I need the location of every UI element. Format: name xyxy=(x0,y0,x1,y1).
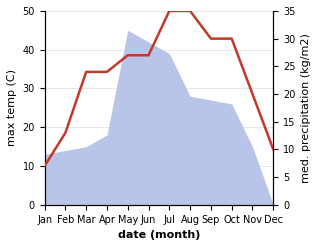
X-axis label: date (month): date (month) xyxy=(118,230,200,240)
Y-axis label: max temp (C): max temp (C) xyxy=(7,69,17,146)
Y-axis label: med. precipitation (kg/m2): med. precipitation (kg/m2) xyxy=(301,33,311,183)
